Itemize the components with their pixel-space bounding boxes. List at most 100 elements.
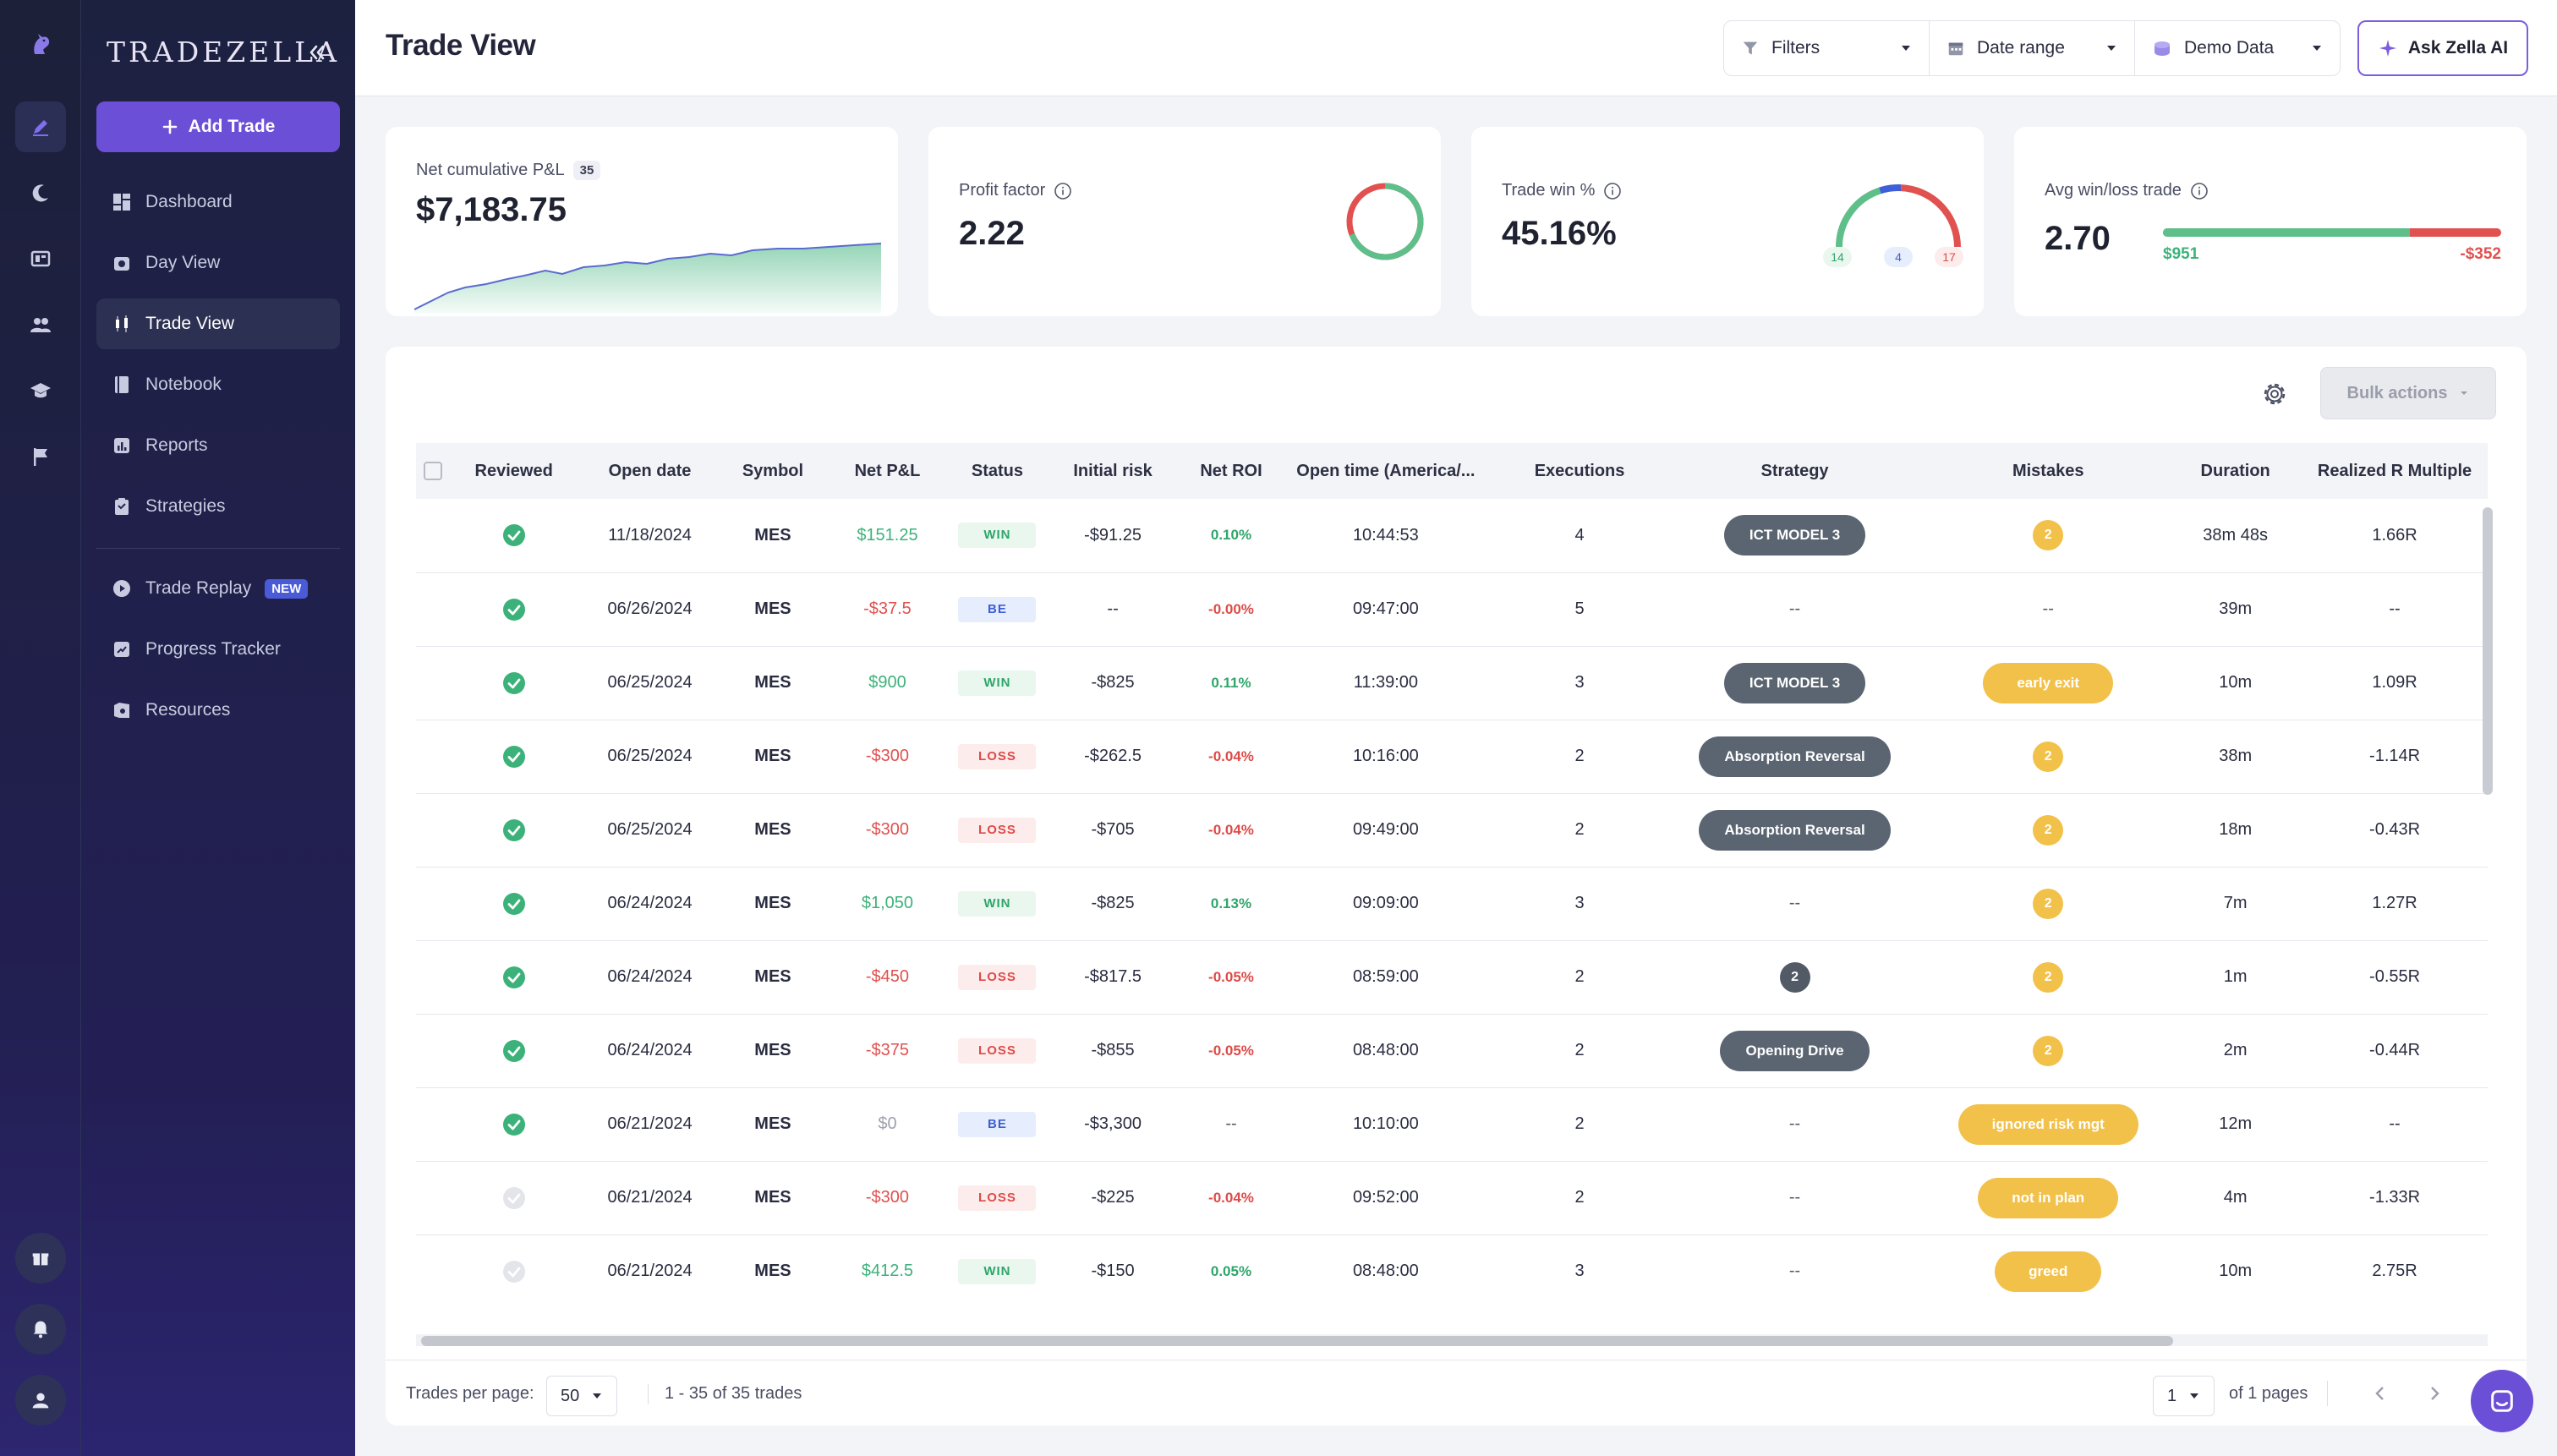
sidebar-item-dashboard[interactable]: Dashboard xyxy=(96,177,340,227)
select-all-checkbox[interactable] xyxy=(423,462,442,481)
journal-icon[interactable] xyxy=(15,101,66,152)
collapse-sidebar-icon[interactable] xyxy=(298,34,335,71)
sidebar-item-trade-replay[interactable]: Trade Replay NEW xyxy=(96,563,340,614)
strategy-tag[interactable]: ICT MODEL 3 xyxy=(1723,515,1866,556)
mistake-tag[interactable]: not in plan xyxy=(1978,1177,2119,1218)
row-select-cell[interactable] xyxy=(416,793,450,867)
strategy-tag[interactable]: Absorption Reversal xyxy=(1699,809,1891,851)
table-row[interactable]: 06/21/2024 MES $412.5 WIN -$150 0.05% 08:48:00… xyxy=(416,1234,2488,1294)
reviewed-check-icon[interactable] xyxy=(501,818,527,843)
reviewed-check-icon[interactable] xyxy=(501,1038,527,1064)
sidebar-item-strategies[interactable]: Strategies xyxy=(96,481,340,532)
info-icon[interactable] xyxy=(1603,182,1622,200)
unreviewed-check-icon[interactable] xyxy=(501,1259,527,1284)
sidebar-item-trade-view[interactable]: Trade View xyxy=(96,298,340,349)
mistakes-count-badge[interactable]: 2 xyxy=(2033,520,2064,551)
column-header[interactable]: Net ROI xyxy=(1200,461,1262,480)
mistakes-count-badge[interactable]: 2 xyxy=(2033,814,2064,846)
table-row[interactable]: 06/24/2024 MES -$450 LOSS -$817.5 -0.05% 08:59… xyxy=(416,940,2488,1014)
strategy-tag[interactable]: ICT MODEL 3 xyxy=(1723,662,1866,703)
table-row[interactable]: 06/24/2024 MES -$375 LOSS -$855 -0.05% 08:48:0… xyxy=(416,1014,2488,1087)
column-header[interactable]: Net P&L xyxy=(854,461,921,480)
row-select-cell[interactable] xyxy=(416,1014,450,1087)
support-chat-button[interactable] xyxy=(2471,1370,2533,1432)
mistakes-count-badge[interactable]: 2 xyxy=(2033,961,2064,993)
sidebar-item-progress-tracker[interactable]: Progress Tracker xyxy=(96,624,340,675)
row-select-cell[interactable] xyxy=(416,646,450,720)
layout-icon[interactable] xyxy=(15,233,66,284)
column-header[interactable]: Realized R Multiple xyxy=(2317,461,2472,480)
trades-table-wrap[interactable]: Reviewed Open date Symbol Net P&L Status… xyxy=(416,443,2488,1294)
mistakes-count-badge[interactable]: 2 xyxy=(2033,1035,2064,1066)
filters-dropdown[interactable]: Filters xyxy=(1723,20,1930,76)
gift-icon[interactable] xyxy=(15,1233,66,1284)
vertical-scrollbar[interactable] xyxy=(2483,507,2493,795)
table-row[interactable]: 06/24/2024 MES $1,050 WIN -$825 0.13% 09:09:00… xyxy=(416,867,2488,940)
column-header[interactable]: Initial risk xyxy=(1073,461,1153,480)
column-header[interactable]: Strategy xyxy=(1760,461,1829,480)
sidebar-item-notebook[interactable]: Notebook xyxy=(96,359,340,410)
reviewed-check-icon[interactable] xyxy=(501,671,527,696)
column-header[interactable]: Duration xyxy=(2200,461,2270,480)
university-icon[interactable] xyxy=(15,365,66,416)
select-all-header[interactable] xyxy=(416,443,450,499)
mistakes-count-badge[interactable]: 2 xyxy=(2033,741,2064,772)
reviewed-check-icon[interactable] xyxy=(501,523,527,548)
strategy-count-badge[interactable]: 2 xyxy=(1779,961,1810,993)
info-icon[interactable] xyxy=(1054,182,1072,200)
row-select-cell[interactable] xyxy=(416,867,450,940)
per-page-select[interactable]: 50 xyxy=(546,1376,618,1416)
row-select-cell[interactable] xyxy=(416,720,450,793)
mistakes-count-badge[interactable]: 2 xyxy=(2033,888,2064,919)
sidebar-item-day-view[interactable]: Day View xyxy=(96,238,340,288)
table-row[interactable]: 11/18/2024 MES $151.25 WIN -$91.25 0.10% 10:44… xyxy=(416,499,2488,572)
row-select-cell[interactable] xyxy=(416,940,450,1014)
table-row[interactable]: 06/26/2024 MES -$37.5 BE -- -0.00% 09:47:00 5 --… xyxy=(416,572,2488,646)
reviewed-check-icon[interactable] xyxy=(501,744,527,769)
user-icon[interactable] xyxy=(15,1375,66,1426)
column-header[interactable]: Mistakes xyxy=(2012,461,2084,480)
strategy-tag[interactable]: Absorption Reversal xyxy=(1699,736,1891,777)
add-trade-button[interactable]: Add Trade xyxy=(96,101,340,152)
column-header[interactable]: Symbol xyxy=(742,461,804,480)
mistake-tag[interactable]: ignored risk mgt xyxy=(1957,1103,2138,1145)
row-select-cell[interactable] xyxy=(416,1234,450,1294)
table-row[interactable]: 06/25/2024 MES -$300 LOSS -$705 -0.04% 09:49:0… xyxy=(416,793,2488,867)
moon-icon[interactable] xyxy=(15,167,66,218)
reviewed-check-icon[interactable] xyxy=(501,965,527,990)
page-select[interactable]: 1 xyxy=(2153,1376,2215,1416)
row-select-cell[interactable] xyxy=(416,572,450,646)
strategy-tag[interactable]: Opening Drive xyxy=(1720,1030,1870,1071)
column-header[interactable]: Open date xyxy=(608,461,692,480)
reviewed-check-icon[interactable] xyxy=(501,891,527,917)
ask-zella-ai-button[interactable]: Ask Zella AI xyxy=(2357,20,2528,76)
community-icon[interactable] xyxy=(15,299,66,350)
bulk-actions-button[interactable]: Bulk actions xyxy=(2320,367,2496,419)
horizontal-scrollbar[interactable] xyxy=(421,1336,2173,1346)
mistake-tag[interactable]: early exit xyxy=(1983,662,2114,703)
column-header[interactable]: Open time (America/... xyxy=(1296,461,1476,480)
table-row[interactable]: 06/21/2024 MES -$300 LOSS -$225 -0.04% 09:52:0… xyxy=(416,1161,2488,1234)
chevron-left-icon[interactable] xyxy=(2369,1382,2391,1404)
flag-icon[interactable] xyxy=(15,431,66,482)
table-row[interactable]: 06/25/2024 MES $900 WIN -$825 0.11% 11:39:00 3 I… xyxy=(416,646,2488,720)
bell-icon[interactable] xyxy=(15,1304,66,1355)
mistake-tag[interactable]: greed xyxy=(1995,1251,2102,1292)
info-icon[interactable] xyxy=(2190,182,2209,200)
logo-icon[interactable] xyxy=(15,19,66,69)
unreviewed-check-icon[interactable] xyxy=(501,1185,527,1211)
row-select-cell[interactable] xyxy=(416,1087,450,1161)
date-range-dropdown[interactable]: Date range xyxy=(1929,20,2135,76)
reviewed-check-icon[interactable] xyxy=(501,1112,527,1137)
sidebar-item-reports[interactable]: Reports xyxy=(96,420,340,471)
account-dropdown[interactable]: Demo Data xyxy=(2134,20,2341,76)
row-select-cell[interactable] xyxy=(416,499,450,572)
column-header[interactable]: Status xyxy=(971,461,1024,480)
gear-icon[interactable] xyxy=(2258,377,2291,411)
column-header[interactable]: Executions xyxy=(1534,461,1625,480)
sidebar-item-resources[interactable]: Resources xyxy=(96,685,340,736)
column-header[interactable]: Reviewed xyxy=(474,461,553,480)
row-select-cell[interactable] xyxy=(416,1161,450,1234)
reviewed-check-icon[interactable] xyxy=(501,597,527,622)
table-row[interactable]: 06/25/2024 MES -$300 LOSS -$262.5 -0.04% 10:16… xyxy=(416,720,2488,793)
